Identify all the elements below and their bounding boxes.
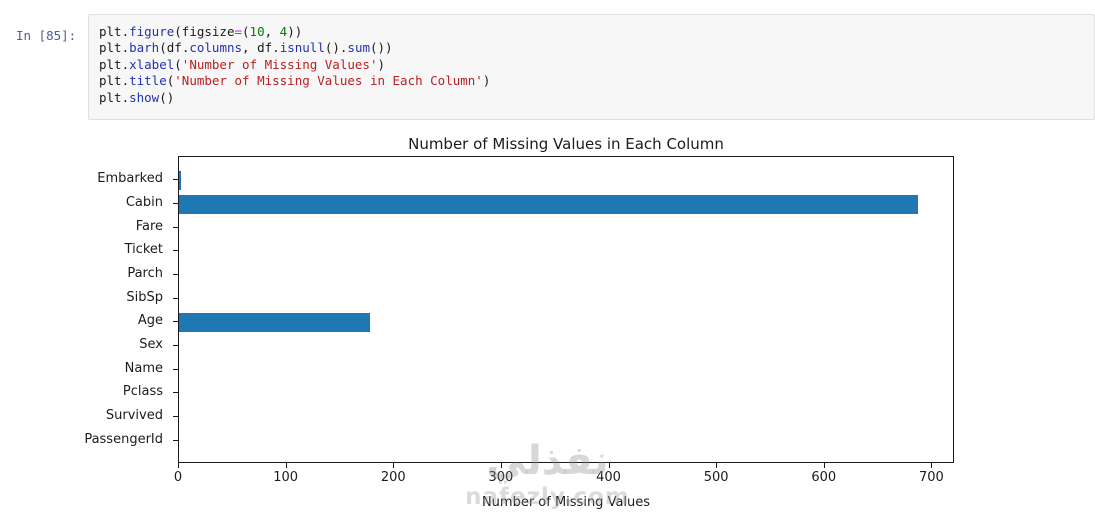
y-tick-label: Fare: [135, 218, 163, 234]
code-token-attr: barh: [129, 40, 160, 56]
code-token-attr: show: [129, 89, 160, 105]
x-tick-mark: [823, 463, 825, 468]
y-tick-label: Ticket: [124, 242, 163, 258]
code-token-punct: .: [181, 40, 190, 56]
y-tick-mark: [173, 321, 178, 323]
code-token-punct: .: [121, 73, 130, 89]
y-tick-label: Sex: [139, 336, 163, 352]
code-token-name: plt: [99, 40, 122, 56]
code-token-attr: figure: [129, 24, 175, 39]
y-tick-label: Pclass: [122, 384, 163, 400]
y-tick-mark: [173, 368, 178, 370]
code-token-name: figsize: [181, 24, 235, 39]
code-token-punct: (: [166, 73, 175, 89]
code-token-name: plt: [99, 73, 122, 89]
y-tick-mark: [173, 203, 178, 205]
code-token-punct: .: [121, 89, 130, 105]
y-tick-label: Parch: [127, 266, 163, 282]
x-tick-label: 0: [173, 470, 183, 485]
y-tick-label: Cabin: [125, 195, 163, 211]
code-token-punct: .: [121, 56, 130, 72]
code-token-punct: .: [272, 40, 280, 56]
code-token-num: 4: [279, 24, 288, 39]
code-cell[interactable]: plt.figure(figsize=(10, 4)) plt.barh(df.c…: [88, 14, 1095, 120]
code-token-punct: )): [287, 24, 303, 39]
code-token-punct: ()): [370, 40, 393, 56]
code-token-attr: isnull: [279, 40, 325, 56]
x-tick-label: 100: [273, 470, 299, 485]
y-tick-label: Age: [137, 313, 163, 329]
code-token-punct: (): [159, 89, 175, 105]
y-tick-label: Embarked: [97, 171, 163, 187]
y-tick-label: Name: [124, 360, 163, 376]
code-token-attr: sum: [347, 40, 370, 56]
code-token-num: 10: [249, 24, 265, 39]
code-token-str: 'Number of Missing Values in Each Column…: [174, 73, 483, 89]
code-token-attr: columns: [189, 40, 243, 56]
code-token-str: 'Number of Missing Values': [181, 56, 378, 72]
y-tick-mark: [173, 344, 178, 346]
code-token-attr: title: [129, 73, 167, 89]
x-tick-mark: [285, 463, 287, 468]
y-tick-mark: [173, 439, 178, 441]
x-tick-label: 600: [811, 470, 837, 485]
x-axis-ticks: 0 100 200 300 400 500 600 700: [174, 463, 954, 493]
x-tick-label: 300: [488, 470, 514, 485]
code-token-punct: .: [121, 40, 130, 56]
y-tick-mark: [173, 297, 178, 299]
code-token-name: df: [257, 40, 273, 56]
x-axis-title: Number of Missing Values: [481, 495, 651, 510]
x-tick-mark: [716, 463, 718, 468]
code-line: plt.barh(df.columns, df.isnull().sum()): [99, 40, 1084, 56]
code-token-name: plt: [99, 89, 122, 105]
code-token-punct: .: [121, 24, 130, 39]
x-tick-mark: [500, 463, 502, 468]
cell-execution-prompt: In [85]:: [16, 28, 77, 43]
x-tick-label: 700: [918, 470, 944, 485]
code-token-name: df: [166, 40, 182, 56]
code-editor[interactable]: plt.figure(figsize=(10, 4)) plt.barh(df.c…: [89, 15, 1094, 106]
x-tick-mark: [931, 463, 933, 468]
x-tick-mark: [608, 463, 610, 468]
code-token-op: =: [234, 24, 243, 39]
code-token-punct: ().: [324, 40, 348, 56]
code-token-punct: ): [377, 56, 385, 72]
y-axis-labels: Embarked Cabin Fare Ticket Parch SibSp Age Sex N…: [0, 156, 170, 463]
x-tick-label: 200: [380, 470, 406, 485]
code-token-name: plt: [99, 56, 122, 72]
x-tick-label: 400: [596, 470, 621, 485]
code-token-punct: (: [242, 24, 250, 39]
code-token-punct: (: [174, 24, 182, 39]
y-tick-mark: [173, 415, 178, 417]
bar-embarked: [179, 170, 182, 190]
y-tick-mark: [173, 179, 178, 181]
code-line: plt.title('Number of Missing Values in E…: [99, 73, 1084, 89]
y-tick-label: PassengerId: [84, 431, 163, 447]
figure-output: Number of Missing Values in Each Column …: [0, 132, 1095, 523]
code-token-name: plt: [99, 24, 122, 39]
code-line: plt.figure(figsize=(10, 4)): [99, 24, 1084, 40]
y-tick-mark: [173, 226, 178, 228]
y-tick-label: SibSp: [126, 289, 163, 305]
y-tick-mark: [173, 250, 178, 252]
code-token-attr: xlabel: [129, 56, 175, 72]
x-tick-label: 500: [703, 470, 729, 485]
plot-area: [178, 156, 954, 463]
code-token-punct: (: [159, 40, 167, 56]
x-tick-mark: [393, 463, 395, 468]
bar-cabin: [179, 194, 919, 214]
code-line: plt.show(): [99, 90, 1084, 106]
code-token-punct: (: [174, 56, 182, 72]
x-tick-mark: [178, 463, 179, 468]
code-token-punct: ): [482, 73, 491, 89]
y-tick-mark: [173, 392, 178, 394]
code-line: plt.xlabel('Number of Missing Values'): [99, 57, 1084, 73]
bar-age: [179, 312, 370, 332]
code-token-punct: ,: [242, 40, 258, 56]
y-tick-label: Survived: [105, 407, 163, 423]
y-tick-mark: [173, 274, 178, 276]
code-token-punct: ,: [264, 24, 280, 39]
chart-title: Number of Missing Values in Each Column: [408, 135, 724, 153]
